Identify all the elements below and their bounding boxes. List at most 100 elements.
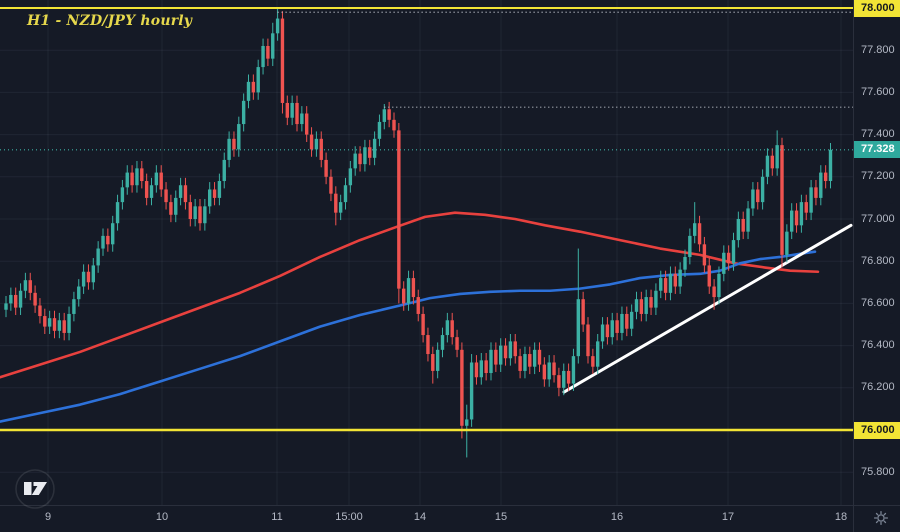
price-axis-label: 76.200: [861, 381, 895, 394]
candle-body: [823, 172, 828, 182]
candle-body: [678, 269, 682, 287]
time-axis-label: 17: [721, 511, 735, 523]
candle-body: [72, 299, 76, 314]
candle-body: [760, 176, 765, 203]
candle-body: [319, 138, 323, 160]
tradingview-logo-circle: [15, 469, 55, 509]
candle-body: [392, 119, 396, 131]
candle-body: [445, 320, 450, 336]
settings-gear-icon[interactable]: [872, 509, 890, 527]
candle-body: [707, 265, 711, 287]
candle-body: [261, 45, 265, 68]
candle-body: [804, 202, 808, 213]
candle-body: [397, 130, 401, 289]
candle-body: [169, 202, 173, 215]
candle-body: [440, 335, 445, 350]
price-axis-label: 76.400: [861, 339, 895, 352]
candle-body: [203, 206, 207, 224]
price-axis-label: 77.400: [861, 128, 895, 141]
candle-body: [794, 210, 799, 226]
candle-body: [513, 341, 517, 357]
candle-body: [751, 189, 755, 209]
candle-body: [683, 256, 687, 270]
candle-body: [101, 235, 105, 249]
candle-body: [140, 168, 144, 182]
candle-body: [406, 278, 411, 304]
candle-body: [271, 33, 275, 59]
candle-body: [460, 349, 464, 426]
price-axis-label: 77.200: [861, 170, 895, 183]
candle-body: [377, 121, 382, 139]
candle-body: [402, 288, 406, 304]
candle-body: [756, 189, 760, 203]
candle-body: [28, 280, 32, 293]
candle-body: [673, 273, 677, 287]
candle-body: [324, 159, 328, 177]
candle-body: [295, 102, 299, 125]
candle-body: [566, 370, 571, 384]
candle-body: [581, 299, 585, 325]
candle-body: [246, 81, 251, 101]
candle-body: [659, 278, 663, 291]
candle-body: [212, 189, 217, 198]
candle-body: [77, 286, 81, 300]
candle-body: [363, 147, 367, 165]
candle-body: [81, 271, 86, 287]
candle-body: [106, 235, 110, 245]
candle-body: [198, 206, 202, 224]
candle-body: [596, 341, 600, 367]
candle-body: [411, 278, 416, 298]
candle-body: [115, 202, 120, 224]
candle-body: [489, 349, 493, 374]
candle-body: [208, 189, 212, 207]
candle-body: [387, 109, 391, 120]
candle-body: [455, 337, 459, 350]
candle-body: [746, 208, 750, 232]
candle-body: [712, 286, 716, 298]
candle-body: [503, 345, 508, 359]
candle-body: [634, 299, 639, 312]
candle-body: [125, 172, 129, 188]
candle-body: [537, 349, 542, 365]
candle-body: [775, 145, 779, 169]
candle-body: [600, 324, 605, 342]
candle-body: [518, 356, 522, 371]
candle-body: [309, 134, 314, 150]
candle-body: [649, 297, 653, 308]
candle-body: [469, 362, 474, 420]
time-axis-label: 10: [155, 511, 169, 523]
tradingview-logo[interactable]: [12, 466, 58, 512]
candle-body: [629, 311, 634, 329]
candle-body: [382, 109, 386, 122]
candle-body: [300, 113, 304, 125]
ascending-trendline: [562, 223, 853, 394]
time-axis-label: 14: [413, 511, 427, 523]
price-axis-label: 77.800: [861, 43, 895, 56]
candle-body: [343, 185, 348, 203]
candle-body: [18, 290, 23, 308]
candle-body: [790, 210, 794, 232]
candle-body: [688, 235, 692, 257]
candle-body: [814, 187, 818, 198]
candle-body: [285, 102, 289, 118]
candle-body: [615, 320, 619, 333]
candle-body: [47, 318, 52, 327]
candle-body: [828, 149, 833, 182]
candle-body: [164, 189, 168, 203]
candle-body: [731, 240, 736, 264]
candle-body: [654, 290, 658, 308]
candle-body: [528, 354, 532, 367]
candle-body: [542, 364, 547, 380]
candle-body: [668, 273, 673, 293]
candle-body: [149, 185, 154, 198]
time-axis-separator: [0, 505, 900, 506]
candle-body: [275, 18, 280, 34]
candle-body: [251, 81, 256, 93]
price-axis-separator: [853, 0, 854, 532]
candle-body: [348, 168, 353, 186]
candle-body: [532, 349, 537, 367]
candle-body: [174, 197, 178, 215]
candle-body: [474, 362, 479, 378]
